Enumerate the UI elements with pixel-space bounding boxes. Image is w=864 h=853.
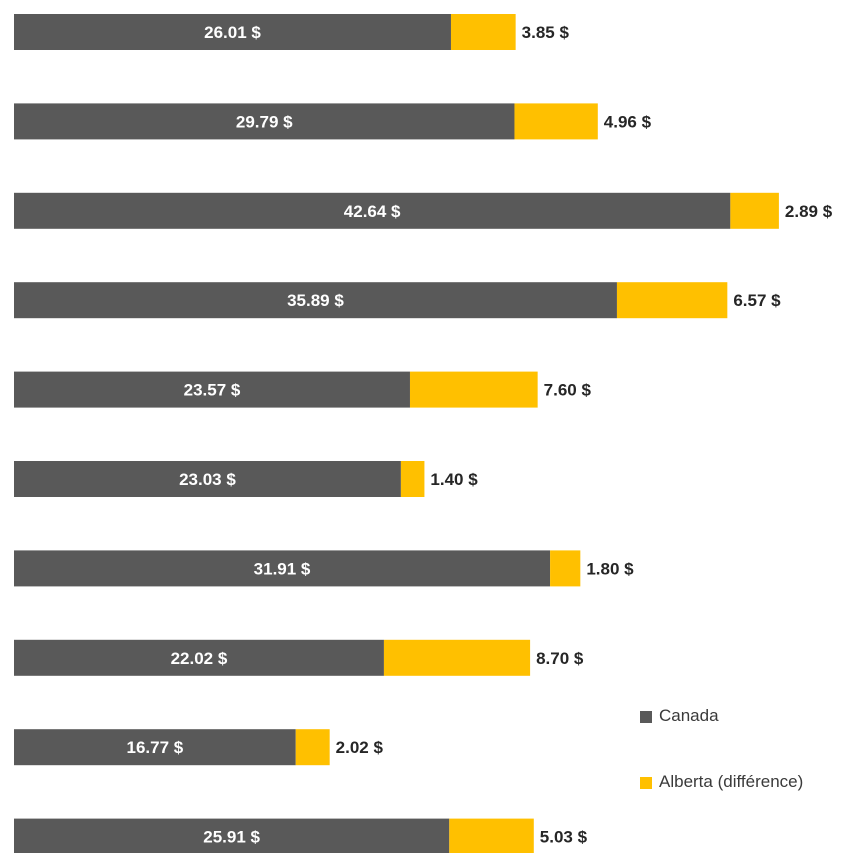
chart-legend: Canada Alberta (différence): [640, 706, 864, 792]
data-label-alberta-difference: 5.03 $: [540, 828, 588, 847]
data-label-alberta-difference: 2.89 $: [785, 202, 833, 221]
data-label-canada: 42.64 $: [344, 202, 401, 221]
bar-alberta-difference: [616, 282, 728, 319]
data-label-alberta-difference: 1.80 $: [586, 559, 634, 578]
bar-canada: [14, 282, 617, 319]
data-label-alberta-difference: 4.96 $: [604, 112, 652, 131]
bar-canada: [14, 192, 731, 229]
data-label-canada: 31.91 $: [254, 559, 311, 578]
bar-alberta-difference: [409, 371, 538, 408]
data-label-canada: 25.91 $: [203, 828, 260, 847]
data-label-alberta-difference: 7.60 $: [544, 381, 592, 400]
data-label-canada: 26.01 $: [204, 23, 261, 42]
data-label-canada: 29.79 $: [236, 112, 293, 131]
bar-alberta-difference: [295, 729, 330, 766]
legend-item-canada: Canada: [640, 706, 864, 726]
data-label-canada: 16.77 $: [127, 738, 184, 757]
data-label-canada: 22.02 $: [171, 649, 228, 668]
bar-alberta-difference: [449, 818, 534, 853]
bar-alberta-difference: [550, 550, 581, 587]
data-label-canada: 23.57 $: [184, 381, 241, 400]
data-label-alberta-difference: 8.70 $: [536, 649, 584, 668]
bar-canada: [14, 639, 384, 676]
legend-item-alberta: Alberta (différence): [640, 772, 864, 792]
data-label-canada: 23.03 $: [179, 470, 236, 489]
legend-swatch-canada: [640, 711, 652, 723]
data-label-alberta-difference: 1.40 $: [430, 470, 478, 489]
bar-canada: [14, 371, 410, 408]
bar-alberta-difference: [730, 192, 779, 229]
bar-canada: [14, 550, 551, 587]
legend-label-alberta: Alberta (différence): [659, 772, 804, 791]
bar-alberta-difference: [400, 461, 425, 497]
data-label-alberta-difference: 2.02 $: [336, 738, 384, 757]
legend-label-canada: Canada: [659, 706, 719, 725]
bar-canada: [14, 729, 296, 766]
bar-alberta-difference: [383, 639, 531, 676]
bar-alberta-difference: [450, 14, 516, 50]
data-label-alberta-difference: 3.85 $: [522, 23, 570, 42]
bar-canada: [14, 461, 401, 497]
data-label-canada: 35.89 $: [287, 291, 344, 310]
bar-canada: [14, 14, 451, 50]
bar-canada: [14, 103, 515, 140]
data-label-alberta-difference: 6.57 $: [733, 291, 781, 310]
bar-alberta-difference: [514, 103, 598, 140]
legend-swatch-alberta: [640, 777, 652, 789]
bar-canada: [14, 818, 450, 853]
